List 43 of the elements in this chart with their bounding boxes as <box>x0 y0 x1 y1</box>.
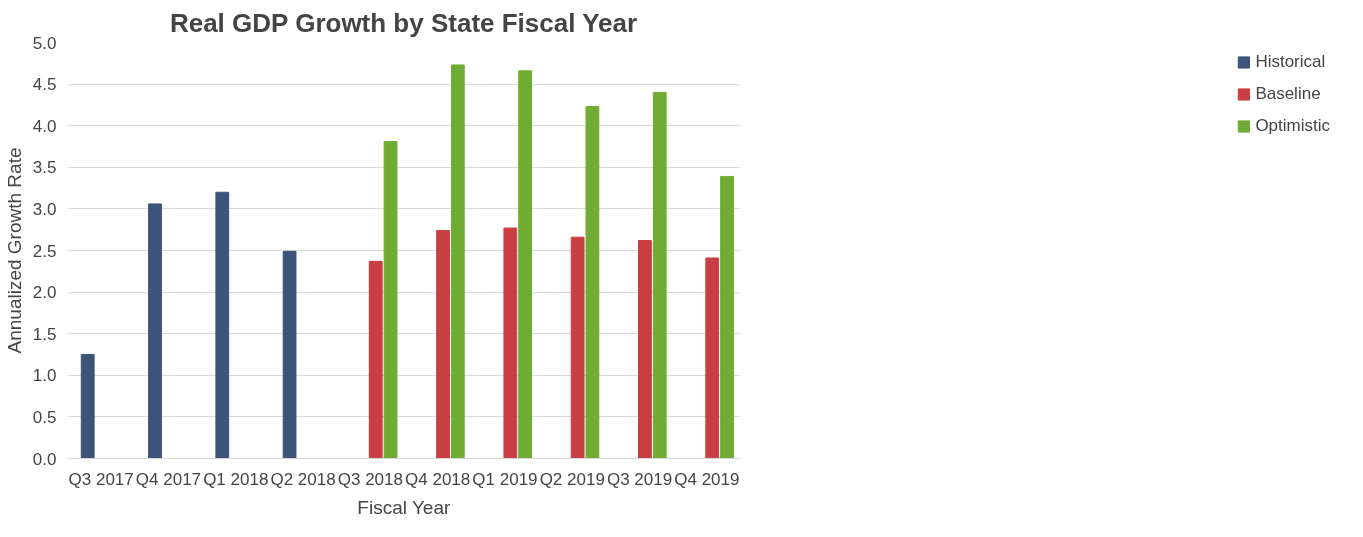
x-tick-label: Q4 2019 <box>674 469 740 489</box>
y-tick-label: 3.5 <box>32 158 57 178</box>
x-tick-label: Q3 2019 <box>606 469 673 489</box>
y-tick-label: 4.0 <box>32 116 57 136</box>
x-tick-label: Q4 2017 <box>135 469 202 489</box>
x-tick-label: Q4 2018 <box>405 469 471 489</box>
x-tick-label: Q2 2018 <box>270 469 336 489</box>
legend-label: Historical <box>1255 52 1326 72</box>
bar <box>652 91 667 459</box>
bar <box>518 70 533 459</box>
y-tick-label: 1.5 <box>32 324 57 344</box>
x-tick-label: Q1 2019 <box>472 469 538 489</box>
x-tick-label: Q2 2019 <box>539 469 605 489</box>
x-tick-label: Q1 2018 <box>203 469 269 489</box>
y-tick-label: 1.0 <box>32 366 57 386</box>
bar <box>450 64 465 459</box>
x-axis-title: Fiscal Year <box>357 496 451 518</box>
bar <box>436 230 450 459</box>
chart-title: Real GDP Growth by State Fiscal Year <box>169 7 638 38</box>
bar <box>720 175 734 459</box>
legend-label: Baseline <box>1255 84 1321 104</box>
bar <box>705 257 720 459</box>
bar <box>368 260 383 459</box>
bar <box>570 236 585 459</box>
x-tick-label: Q3 2018 <box>337 469 403 489</box>
bar <box>503 227 518 459</box>
y-axis-title: Annualized Growth Rate <box>3 147 25 354</box>
y-tick-label: 0.0 <box>32 449 57 469</box>
y-tick-label: 5.0 <box>32 33 57 53</box>
y-tick-label: 3.0 <box>32 199 57 219</box>
y-tick-label: 2.5 <box>32 241 57 261</box>
y-tick-label: 4.5 <box>32 75 57 95</box>
bar <box>638 240 652 459</box>
bar <box>215 191 230 459</box>
y-tick-label: 2.0 <box>32 283 57 303</box>
y-tick-label: 0.5 <box>32 407 57 427</box>
bar <box>282 250 297 459</box>
bar <box>148 203 162 459</box>
x-tick-label: Q3 2017 <box>68 469 134 489</box>
bar <box>80 354 95 459</box>
bar <box>383 141 398 459</box>
legend-label: Optimistic <box>1255 116 1330 136</box>
bar <box>585 106 600 459</box>
